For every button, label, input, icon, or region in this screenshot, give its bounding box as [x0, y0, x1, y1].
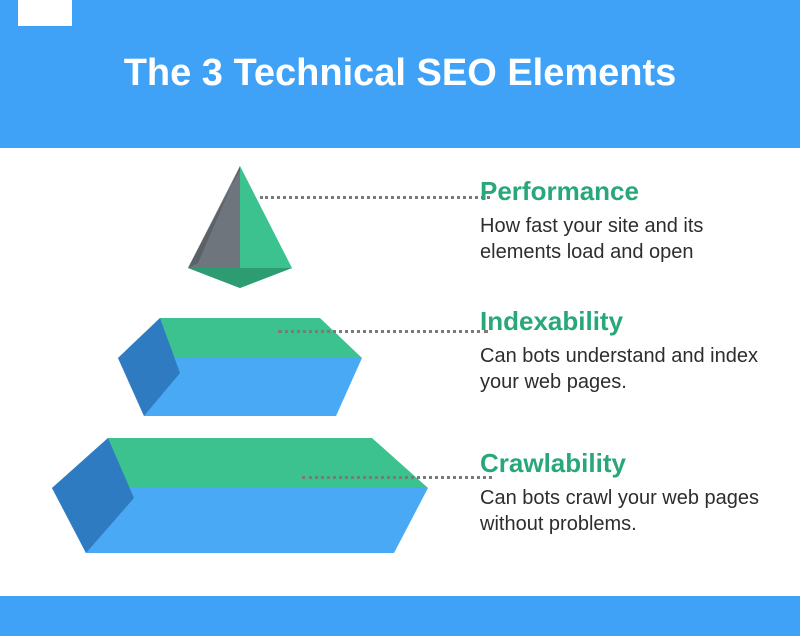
- connector-performance: [260, 196, 490, 199]
- label-crawlability-desc: Can bots crawl your web pages without pr…: [480, 485, 780, 537]
- label-performance-desc: How fast your site and its elements load…: [480, 213, 780, 265]
- label-indexability-desc: Can bots understand and index your web p…: [480, 343, 780, 395]
- footer-bar: [0, 596, 800, 636]
- header-badge: [18, 0, 72, 26]
- label-performance-title: Performance: [480, 176, 780, 207]
- label-indexability-title: Indexability: [480, 306, 780, 337]
- connector-indexability: [278, 330, 488, 333]
- label-indexability: Indexability Can bots understand and ind…: [480, 306, 780, 395]
- connector-crawlability: [302, 476, 492, 479]
- apex-bottom: [188, 268, 292, 288]
- label-crawlability-title: Crawlability: [480, 448, 780, 479]
- pyramid-graphic: [30, 148, 450, 596]
- label-performance: Performance How fast your site and its e…: [480, 176, 780, 265]
- content-area: Performance How fast your site and its e…: [0, 148, 800, 596]
- label-crawlability: Crawlability Can bots crawl your web pag…: [480, 448, 780, 537]
- header: The 3 Technical SEO Elements: [0, 0, 800, 148]
- page-title: The 3 Technical SEO Elements: [124, 51, 677, 97]
